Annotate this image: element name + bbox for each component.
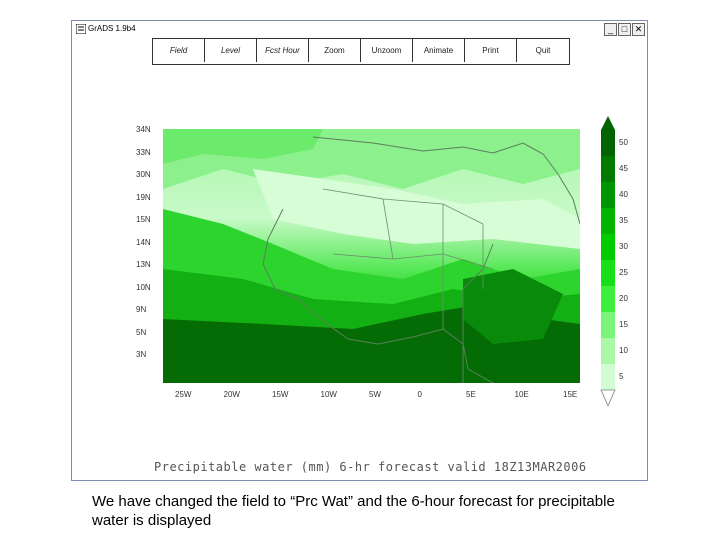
lat-label: 5N	[136, 327, 147, 337]
precipitable-water-map[interactable]	[163, 129, 580, 383]
lon-label: 15W	[272, 390, 289, 399]
colorbar-label: 45	[619, 164, 628, 173]
colorbar-label: 10	[619, 346, 628, 355]
colorbar-swatch	[601, 234, 615, 260]
contour-45mm	[463, 269, 563, 344]
lon-label: 20W	[223, 390, 240, 399]
colorbar-swatch	[601, 208, 615, 234]
colorbar-label: 30	[619, 242, 628, 251]
lat-label: 19N	[136, 192, 151, 202]
colorbar-label: 35	[619, 216, 628, 225]
slide-text: We have changed the field to “Prc Wat” a…	[92, 493, 615, 529]
lon-label: 10W	[320, 390, 337, 399]
colorbar-swatch	[601, 286, 615, 312]
map-caption: Precipitable water (mm) 6-hr forecast va…	[154, 460, 587, 474]
lon-label: 10E	[514, 390, 529, 399]
lat-label: 30N	[136, 170, 151, 179]
contour-10mm	[253, 169, 580, 249]
fcst-hour-button[interactable]: Fcst Hour	[257, 39, 309, 62]
lat-label: 15N	[136, 215, 151, 224]
colorbar-swatch	[601, 130, 615, 156]
lat-label: 14N	[136, 237, 151, 247]
coastline	[262, 136, 580, 383]
animate-button[interactable]: Animate	[413, 39, 465, 62]
colorbar-swatch	[601, 156, 615, 182]
lon-label: 0	[417, 390, 422, 399]
grads-window: GrADS 1.9b4 _ □ ✕ Field Level Fcst Hour …	[71, 20, 648, 481]
colorbar-label: 25	[619, 268, 628, 277]
close-button[interactable]: ✕	[632, 23, 645, 36]
lon-label: 25W	[175, 390, 192, 399]
colorbar-swatch	[601, 364, 615, 390]
lon-label: 5W	[369, 390, 381, 399]
lat-label: 3N	[136, 350, 147, 359]
colorbar-label: 40	[619, 190, 628, 199]
lat-label: 10N	[136, 282, 151, 292]
lat-label: 34N	[136, 125, 151, 134]
contour-30mm	[163, 129, 323, 164]
country-borders	[322, 188, 494, 329]
unzoom-button[interactable]: Unzoom	[361, 39, 413, 62]
window-title: GrADS 1.9b4	[88, 24, 136, 33]
minimize-button[interactable]: _	[604, 23, 617, 36]
colorbar-swatch	[601, 260, 615, 286]
colorbar	[600, 116, 616, 406]
maximize-button[interactable]: □	[618, 23, 631, 36]
lon-label: 15E	[563, 390, 578, 399]
level-button[interactable]: Level	[205, 39, 257, 62]
quit-button[interactable]: Quit	[517, 39, 569, 62]
zoom-button[interactable]: Zoom	[309, 39, 361, 62]
app-icon	[76, 24, 86, 34]
colorbar-top-arrow	[601, 116, 615, 130]
colorbar-bottom-arrow	[600, 389, 616, 406]
field-button[interactable]: Field	[153, 39, 205, 62]
colorbar-swatch	[601, 338, 615, 364]
colorbar-label: 20	[619, 294, 628, 303]
toolbar: Field Level Fcst Hour Zoom Unzoom Animat…	[152, 38, 570, 65]
colorbar-swatch	[601, 312, 615, 338]
colorbar-swatch	[601, 182, 615, 208]
lat-label: 9N	[136, 305, 147, 314]
lat-label: 13N	[136, 260, 151, 269]
lat-label: 33N	[136, 147, 151, 157]
colorbar-label: 15	[619, 320, 628, 329]
colorbar-label: 50	[619, 138, 628, 147]
colorbar-label: 5	[619, 372, 624, 381]
title-bar: GrADS 1.9b4 _ □ ✕	[72, 21, 647, 39]
lon-label: 5E	[466, 390, 476, 399]
print-button[interactable]: Print	[465, 39, 517, 62]
